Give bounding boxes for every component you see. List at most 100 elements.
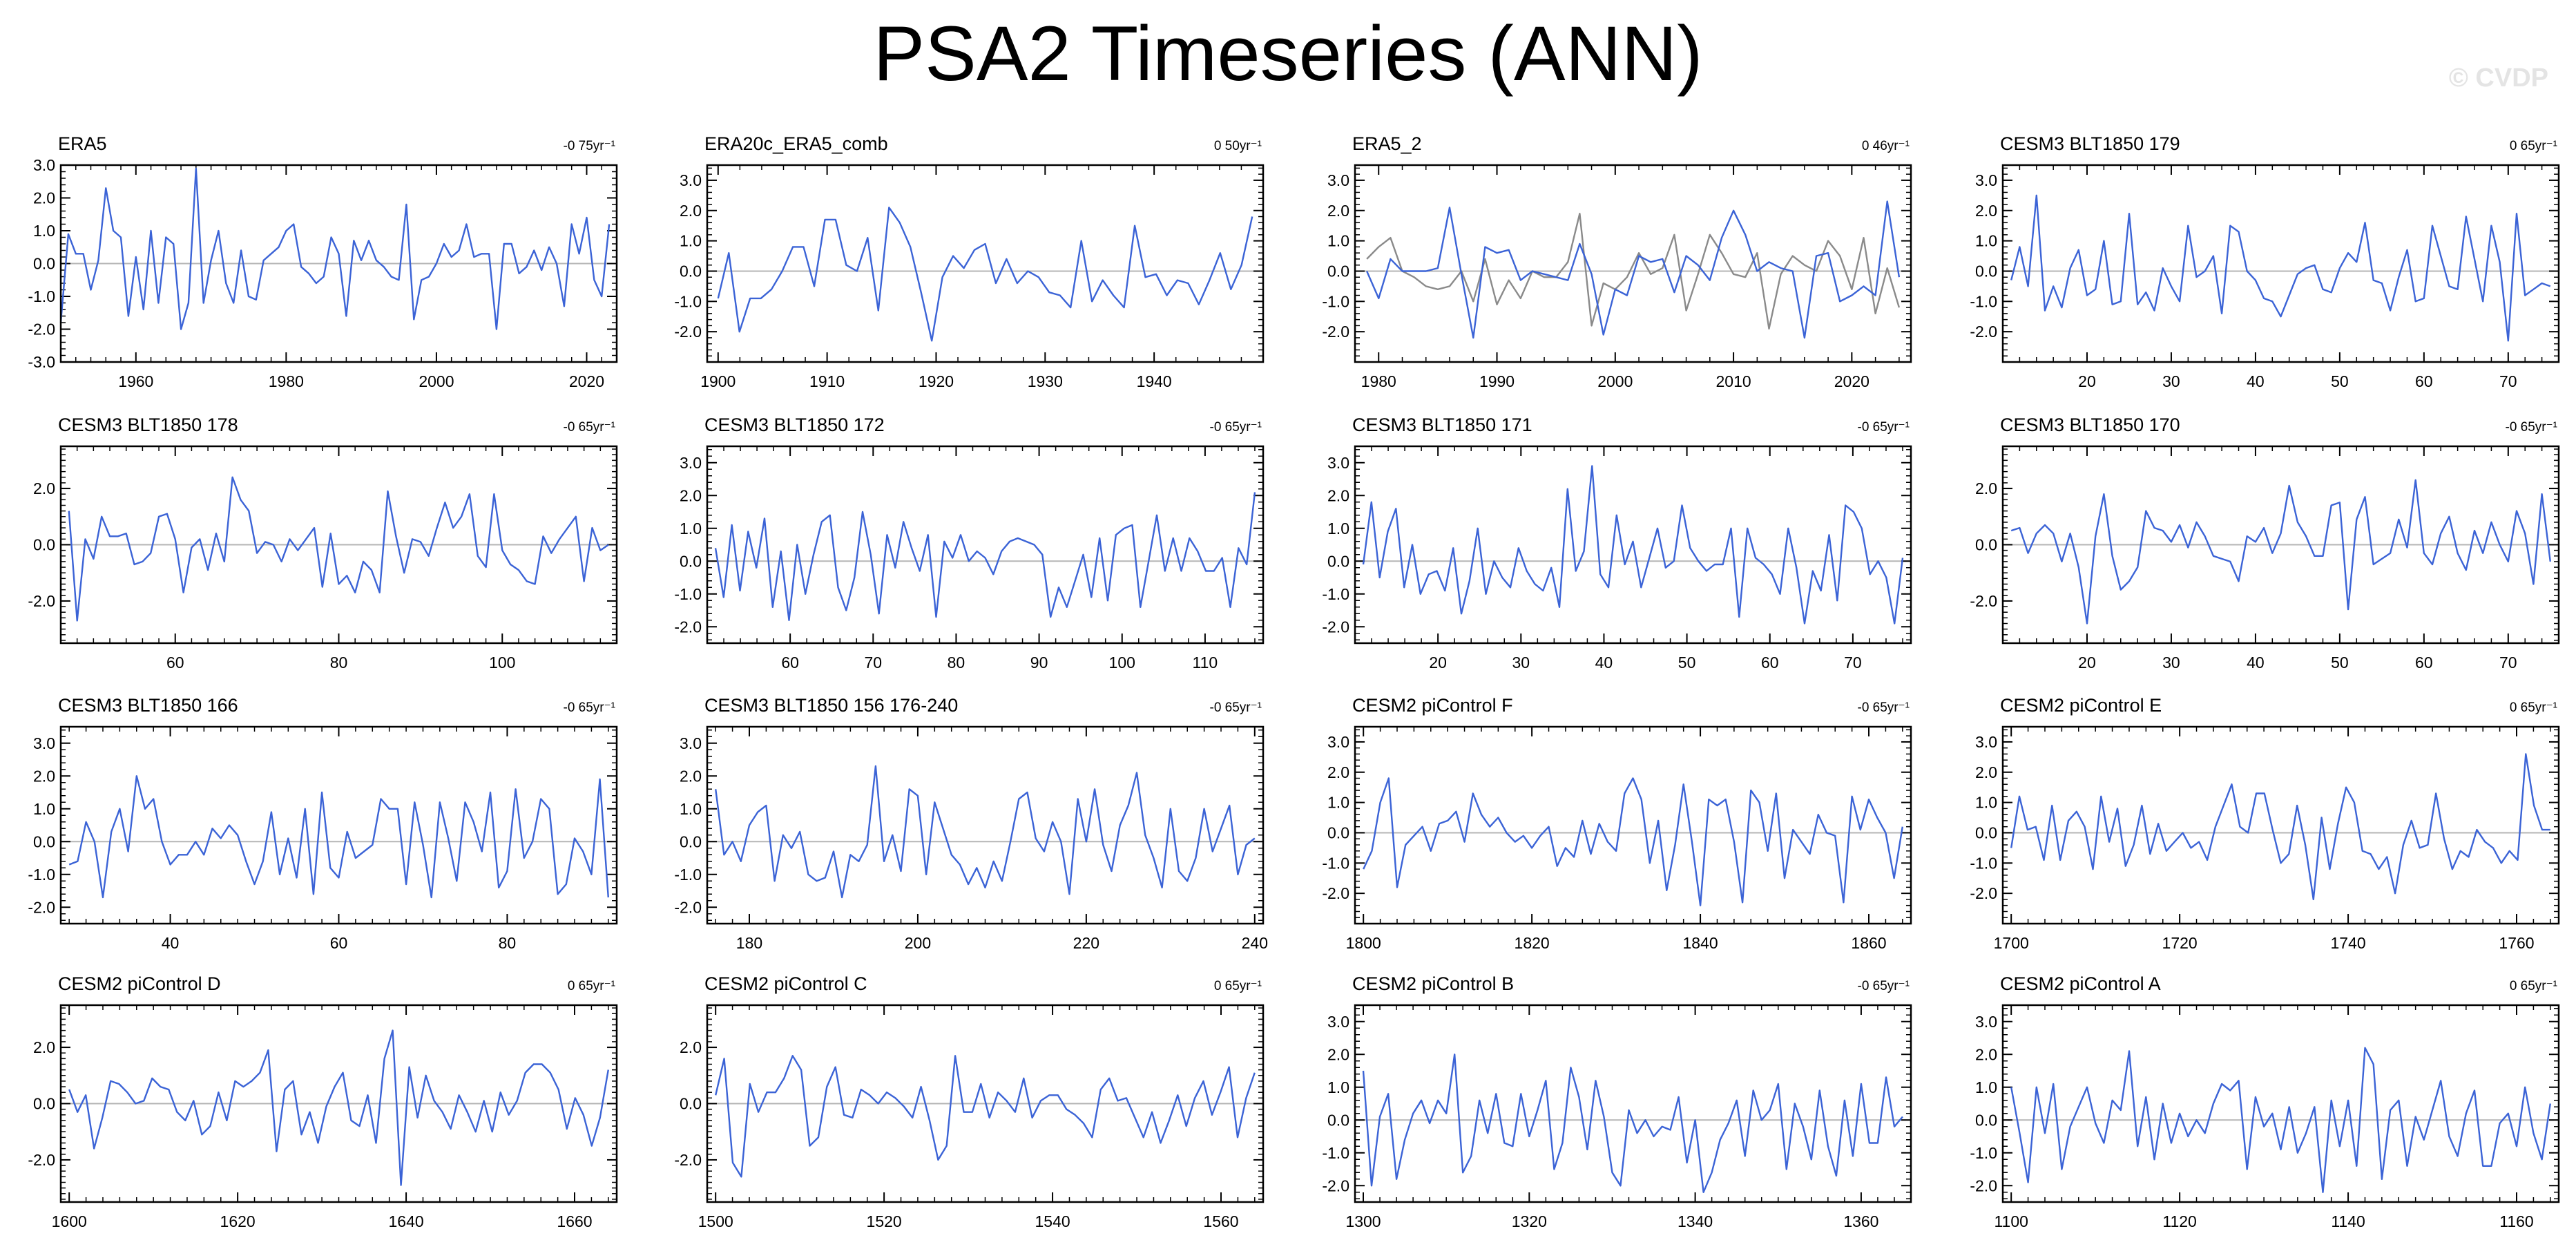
x-tick-label: 1740 <box>2330 934 2365 952</box>
y-tick-label: -2.0 <box>28 321 55 339</box>
x-tick-label: 1320 <box>1512 1212 1547 1230</box>
x-tick-label: 2020 <box>569 372 604 390</box>
y-tick-label: 3.0 <box>1327 171 1349 189</box>
timeseries-panel: CESM3 BLT1850 179 0 65yr⁻¹ -2.0 -1.0 0.0 1.0 2… <box>1970 133 2560 390</box>
x-tick-label: 1500 <box>698 1212 733 1230</box>
plot-frame <box>1354 1004 1912 1203</box>
watermark-logo: © CVDP <box>2448 64 2548 93</box>
timeseries-panel: CESM3 BLT1850 166 -0 65yr⁻¹ -2.0 -1.0 0.0 1.0… <box>28 695 618 952</box>
y-tick-label: 0.0 <box>1975 536 1997 554</box>
x-tick-label: 1820 <box>1515 934 1550 952</box>
y-tick-label: 3.0 <box>1975 1013 1997 1031</box>
series-line <box>68 476 609 622</box>
y-tick-label: -2.0 <box>28 898 55 916</box>
y-tick-label: 0.0 <box>1327 552 1349 570</box>
x-tick-label: 1860 <box>1851 934 1886 952</box>
plot-frame <box>2001 725 2560 925</box>
timeseries-panel: CESM2 piControl E 0 65yr⁻¹ -2.0 -1.0 0.0 1.0 2… <box>1970 695 2560 952</box>
y-tick-label: 2.0 <box>1327 763 1349 781</box>
x-tick-label: 40 <box>2247 654 2265 671</box>
plot-frame <box>59 445 618 645</box>
y-tick-label: 0.0 <box>33 536 55 554</box>
y-tick-label: 0.0 <box>1327 262 1349 280</box>
trend-label: -0 65yr⁻¹ <box>1858 420 1910 435</box>
series-line <box>68 1029 609 1186</box>
panel-title: CESM2 piControl D <box>58 973 221 994</box>
panel-title: CESM3 BLT1850 179 <box>2000 133 2180 154</box>
x-tick-label: 1660 <box>557 1212 592 1230</box>
y-tick-label: 2.0 <box>33 1038 55 1056</box>
series-line <box>1363 777 1903 906</box>
timeseries-panel: CESM3 BLT1850 156 176-240 -0 65yr⁻¹ -2.0 -1… <box>674 695 1268 952</box>
x-tick-label: 70 <box>865 654 883 671</box>
timeseries-panel: CESM2 piControl C 0 65yr⁻¹ -2.0 0.0 2.0 1500 1… <box>674 973 1265 1230</box>
x-tick-label: 1620 <box>220 1212 256 1230</box>
plot-frame <box>2001 445 2560 645</box>
plot-frame <box>706 725 1265 925</box>
y-tick-label: 2.0 <box>680 202 702 220</box>
x-tick-label: 40 <box>1595 654 1613 671</box>
x-tick-label: 200 <box>905 934 931 952</box>
trend-label: -0 65yr⁻¹ <box>564 420 616 435</box>
x-tick-label: 20 <box>2078 372 2096 390</box>
y-tick-label: -2.0 <box>674 618 702 636</box>
x-tick-label: 1920 <box>919 372 954 390</box>
x-tick-label: 2000 <box>1597 372 1633 390</box>
trend-label: 0 65yr⁻¹ <box>2510 139 2557 153</box>
x-tick-label: 1800 <box>1346 934 1381 952</box>
series-line <box>1362 1054 1903 1194</box>
y-tick-label: 0.0 <box>1327 1111 1349 1129</box>
timeseries-panel: CESM2 piControl A 0 65yr⁻¹ -2.0 -1.0 0.0 1.0 2… <box>1970 973 2560 1230</box>
timeseries-panel: CESM3 BLT1850 171 -0 65yr⁻¹ -2.0 -1.0 0.0 1.0… <box>1322 414 1912 671</box>
plot-frame <box>59 1004 618 1203</box>
y-tick-label: -3.0 <box>28 353 55 371</box>
x-tick-label: 1540 <box>1035 1212 1070 1230</box>
x-tick-label: 1160 <box>2499 1212 2533 1230</box>
x-tick-label: 20 <box>2078 654 2096 671</box>
trend-label: -0 65yr⁻¹ <box>1210 701 1262 715</box>
y-tick-label: 0.0 <box>1975 823 1997 841</box>
y-tick-label: -2.0 <box>674 898 702 916</box>
x-tick-label: 60 <box>2415 372 2433 390</box>
timeseries-panel: ERA5 -0 75yr⁻¹ -3.0 -2.0 -1.0 0.0 1.0 2.0 3.0 196… <box>28 133 618 390</box>
y-tick-label: -1.0 <box>1970 1144 1997 1162</box>
y-tick-label: 0.0 <box>680 832 702 850</box>
y-tick-label: 0.0 <box>1327 823 1349 841</box>
x-tick-label: 1700 <box>1994 934 2029 952</box>
y-tick-label: 2.0 <box>1975 479 1997 497</box>
y-tick-label: -1.0 <box>1970 292 1997 310</box>
y-tick-label: 0.0 <box>1975 1111 1997 1129</box>
x-tick-label: 90 <box>1030 654 1048 671</box>
y-tick-label: -2.0 <box>1970 592 1997 610</box>
x-tick-label: 70 <box>2499 654 2517 671</box>
x-tick-label: 2000 <box>419 372 454 390</box>
x-tick-label: 240 <box>1242 934 1268 952</box>
plot-frame <box>2001 1004 2560 1203</box>
plot-frame <box>1354 164 1912 363</box>
y-tick-label: -1.0 <box>674 292 702 310</box>
y-tick-label: -2.0 <box>1322 618 1349 636</box>
x-tick-label: 1910 <box>809 372 845 390</box>
x-tick-label: 1560 <box>1203 1212 1238 1230</box>
y-tick-label: 0.0 <box>680 1095 702 1113</box>
series-line <box>717 207 1253 342</box>
plot-frame <box>2001 164 2560 363</box>
x-tick-label: 2010 <box>1715 372 1751 390</box>
y-tick-label: -2.0 <box>28 1151 55 1169</box>
y-tick-label: 1.0 <box>1327 794 1349 812</box>
x-tick-label: 1990 <box>1479 372 1515 390</box>
y-tick-label: -1.0 <box>674 585 702 603</box>
x-tick-label: 70 <box>2499 372 2517 390</box>
y-tick-label: 1.0 <box>1975 232 1997 250</box>
x-tick-label: 60 <box>166 654 184 671</box>
y-tick-label: -2.0 <box>1970 884 1997 902</box>
y-tick-label: 3.0 <box>1975 171 1997 189</box>
x-tick-label: 60 <box>1761 654 1779 671</box>
y-tick-label: 1.0 <box>680 232 702 250</box>
x-tick-label: 110 <box>1193 654 1218 671</box>
trend-label: 0 50yr⁻¹ <box>1214 139 1262 153</box>
x-tick-label: 1760 <box>2499 934 2534 952</box>
y-tick-label: -2.0 <box>1970 323 1997 341</box>
panel-title: CESM2 piControl B <box>1352 973 1514 994</box>
y-tick-label: 3.0 <box>680 734 702 752</box>
